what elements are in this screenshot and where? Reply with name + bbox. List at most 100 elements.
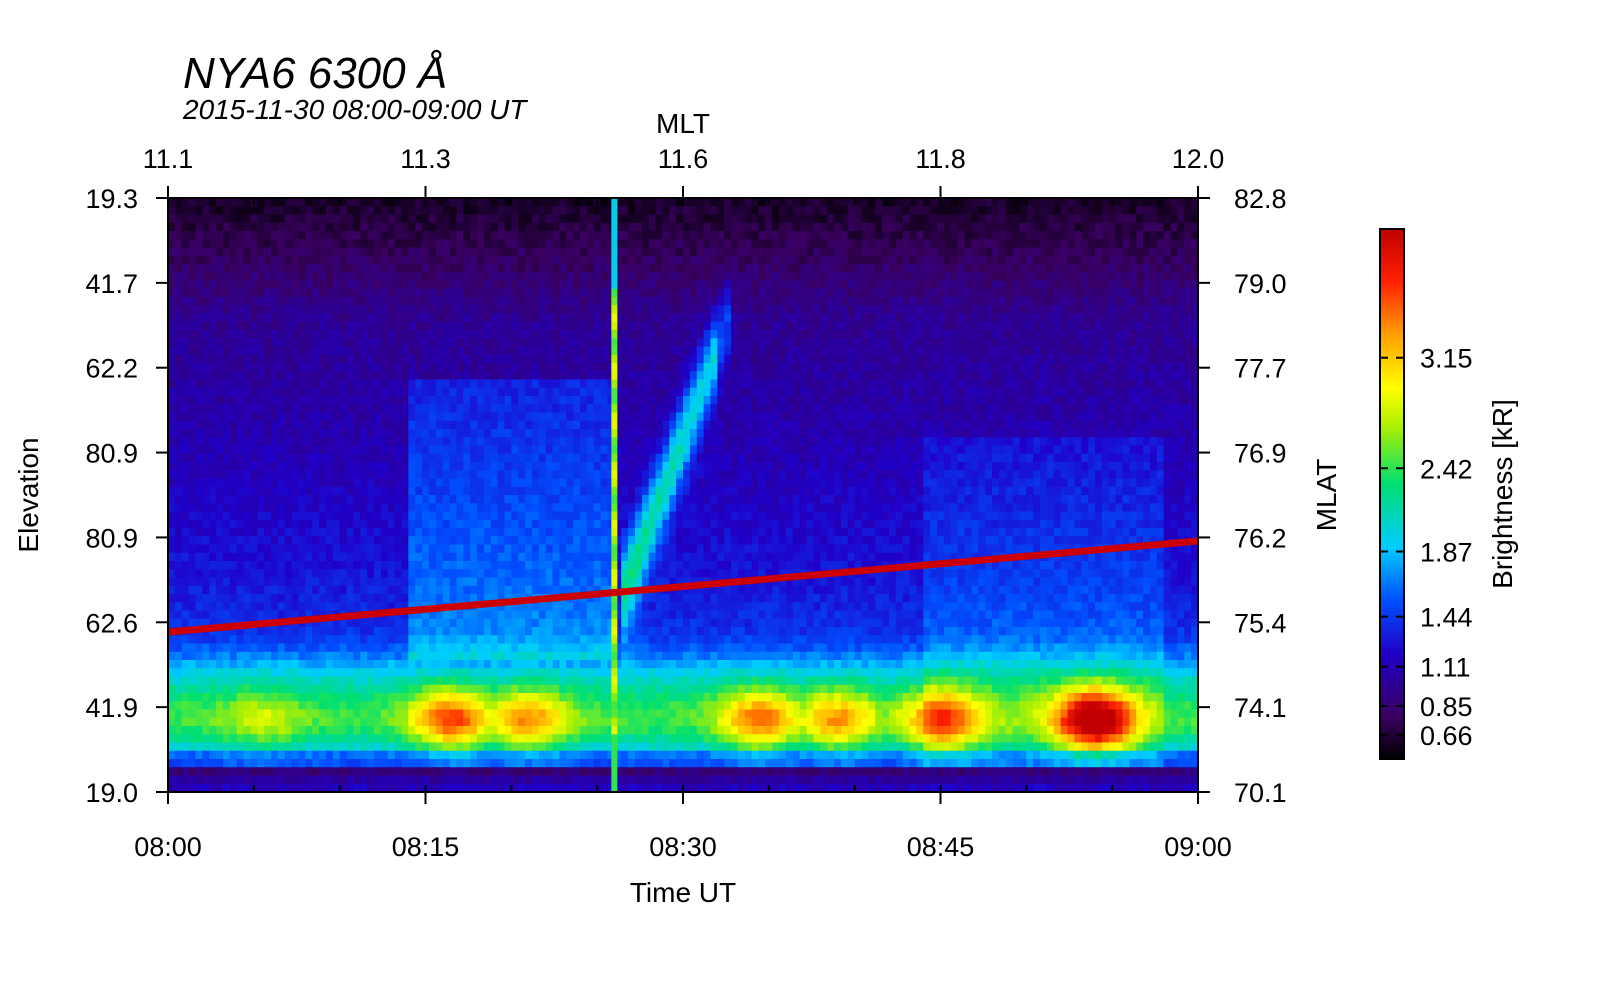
heatmap-cell — [1040, 330, 1048, 339]
heatmap-cell — [559, 231, 567, 240]
heatmap-cell — [1184, 354, 1192, 364]
heatmap-cell — [257, 453, 265, 463]
heatmap-cell — [772, 363, 780, 372]
heatmap-cell — [689, 396, 698, 405]
heatmap-cell — [449, 214, 457, 224]
heatmap-cell — [257, 346, 265, 356]
heatmap-cell — [1136, 321, 1144, 331]
heatmap-cell — [229, 429, 238, 438]
heatmap-cell — [786, 338, 794, 348]
heatmap-cell — [209, 371, 217, 381]
heatmap-cell — [291, 404, 300, 414]
heatmap-cell — [497, 239, 506, 249]
heatmap-cell — [490, 255, 499, 265]
heatmap-cell — [895, 247, 904, 257]
heatmap-cell — [1026, 420, 1034, 430]
heatmap-cell — [593, 264, 602, 273]
heatmap-cell — [271, 198, 279, 207]
heatmap-cell — [483, 420, 492, 430]
heatmap-cell — [216, 272, 224, 282]
heatmap-cell — [628, 214, 636, 224]
heatmap-cell — [875, 412, 883, 422]
heatmap-cell — [717, 445, 725, 455]
heatmap-cell — [655, 214, 663, 224]
heatmap-cell — [511, 387, 519, 397]
heatmap-cell — [168, 354, 176, 364]
heatmap-cell — [257, 222, 265, 232]
heatmap-cell — [930, 404, 938, 414]
heatmap-cell — [1122, 321, 1130, 331]
heatmap-cell — [806, 346, 815, 356]
heatmap-cell — [353, 453, 361, 463]
heatmap-cell — [367, 198, 375, 207]
heatmap-cell — [614, 272, 622, 282]
heatmap-cell — [792, 429, 801, 438]
heatmap-cell — [875, 354, 883, 364]
heatmap-cell — [1177, 396, 1185, 405]
heatmap-cell — [332, 313, 341, 323]
heatmap-cell — [621, 379, 629, 389]
heatmap-cell — [772, 272, 780, 282]
heatmap-cell — [422, 330, 430, 339]
heatmap-cell — [394, 396, 403, 405]
heatmap-cell — [374, 338, 382, 348]
heatmap-cell — [504, 214, 512, 224]
heatmap-cell — [374, 280, 382, 290]
heatmap-cell — [525, 338, 533, 348]
heatmap-cell — [257, 429, 265, 438]
heatmap-cell — [1108, 214, 1117, 224]
heatmap-cell — [882, 222, 890, 232]
heatmap-cell — [1005, 247, 1014, 257]
heatmap-cell — [346, 231, 354, 240]
heatmap-cell — [641, 264, 650, 273]
heatmap-cell — [367, 255, 375, 265]
heatmap-cell — [1046, 264, 1055, 273]
heatmap-cell — [889, 429, 897, 438]
heatmap-cell — [243, 379, 251, 389]
heatmap-cell — [538, 437, 547, 447]
heatmap-cell — [1074, 247, 1082, 257]
heatmap-cell — [1081, 330, 1089, 339]
heatmap-cell — [950, 198, 959, 207]
heatmap-cell — [1026, 313, 1034, 323]
heatmap-cell — [1143, 305, 1151, 315]
heatmap-cell — [490, 387, 499, 397]
heatmap-cell — [367, 470, 375, 480]
heatmap-cell — [360, 206, 368, 216]
heatmap-cell — [1019, 222, 1027, 232]
heatmap-cell — [1046, 420, 1055, 430]
heatmap-cell — [868, 255, 876, 265]
heatmap-cell — [339, 231, 348, 240]
heatmap-cell — [401, 247, 409, 257]
heatmap-cell — [401, 198, 409, 207]
heatmap-cell — [806, 437, 815, 447]
heatmap-cell — [1046, 321, 1055, 331]
heatmap-cell — [1005, 387, 1014, 397]
heatmap-cell — [367, 354, 375, 364]
heatmap-cell — [312, 338, 320, 348]
heatmap-cell — [731, 330, 739, 339]
heatmap-cell — [435, 462, 444, 471]
heatmap-cell — [1005, 288, 1014, 298]
heatmap-cell — [497, 363, 506, 372]
heatmap-cell — [806, 247, 815, 257]
heatmap-cell — [291, 255, 300, 265]
heatmap-cell — [985, 387, 993, 397]
heatmap-cell — [1067, 354, 1075, 364]
heatmap-cell — [1122, 297, 1130, 306]
heatmap-cell — [271, 330, 279, 339]
heatmap-cell — [689, 379, 698, 389]
heatmap-cell — [902, 429, 911, 438]
heatmap-cell — [669, 239, 677, 249]
heatmap-cell — [449, 321, 457, 331]
heatmap-cell — [428, 445, 437, 455]
heatmap-cell — [374, 231, 382, 240]
heatmap-cell — [525, 198, 533, 207]
heatmap-cell — [950, 462, 959, 471]
heatmap-cell — [456, 404, 464, 414]
heatmap-cell — [875, 396, 883, 405]
heatmap-cell — [937, 272, 945, 282]
heatmap-cell — [628, 313, 636, 323]
heatmap-cell — [586, 297, 595, 306]
heatmap-cell — [998, 255, 1007, 265]
